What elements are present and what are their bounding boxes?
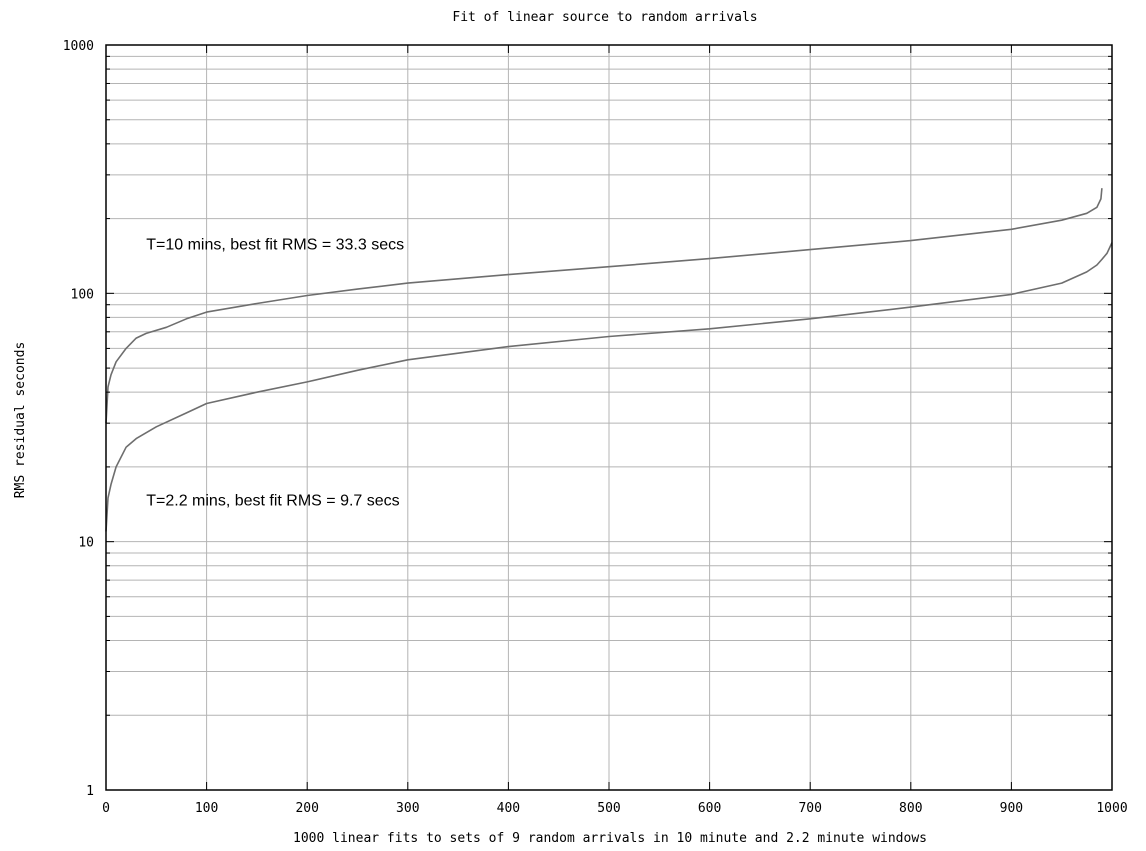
series-annotation-0: T=10 mins, best fit RMS = 33.3 secs <box>146 237 404 254</box>
x-tick-label: 600 <box>698 801 721 816</box>
series-line-0 <box>105 188 1103 424</box>
x-tick-label: 100 <box>195 801 218 816</box>
y-tick-label: 1000 <box>63 39 94 54</box>
x-tick-label: 900 <box>1000 801 1023 816</box>
annotations: T=10 mins, best fit RMS = 33.3 secs T=2.2… <box>146 237 404 510</box>
y-axis-label: RMS residual seconds <box>13 342 28 499</box>
y-tick-label: 1 <box>86 784 94 799</box>
chart-title: Fit of linear source to random arrivals <box>452 10 757 25</box>
series-line-1 <box>105 242 1113 532</box>
y-tick-label: 10 <box>78 536 94 551</box>
grid <box>106 45 1112 790</box>
x-axis-label: 1000 linear fits to sets of 9 random arr… <box>293 831 927 846</box>
x-tick-label: 500 <box>597 801 620 816</box>
x-tick-label: 1000 <box>1096 801 1127 816</box>
ticks: 0 100 200 300 400 500 600 700 800 900 1000 1 10 100 10… <box>63 39 1128 816</box>
y-tick-label: 100 <box>71 287 94 302</box>
series-layer <box>105 188 1113 532</box>
series-annotation-1: T=2.2 mins, best fit RMS = 9.7 secs <box>146 492 399 509</box>
x-tick-label: 300 <box>396 801 419 816</box>
x-tick-label: 400 <box>497 801 520 816</box>
x-tick-label: 800 <box>899 801 922 816</box>
x-tick-label: 0 <box>102 801 110 816</box>
x-tick-label: 200 <box>295 801 318 816</box>
x-tick-label: 700 <box>798 801 821 816</box>
